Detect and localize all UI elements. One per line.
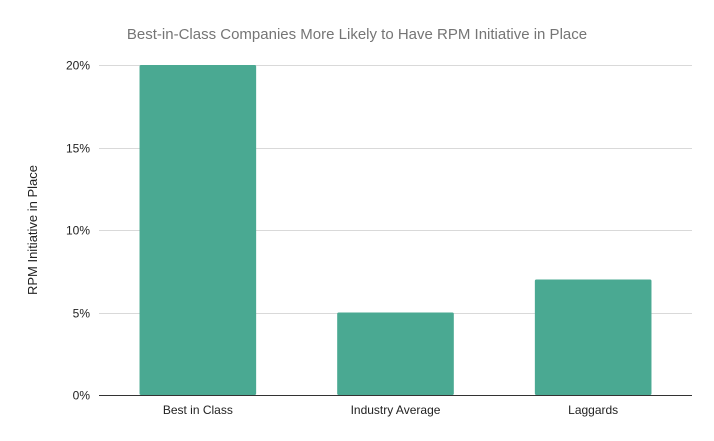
x-tick-label: Best in Class (163, 403, 233, 417)
bar (337, 312, 454, 395)
bar (139, 65, 257, 395)
x-axis-ticks: Best in Class Industry Average Laggards (163, 403, 618, 417)
y-tick-label: 5% (73, 307, 91, 321)
y-tick-label: 20% (66, 59, 90, 73)
x-tick-label: Laggards (568, 403, 618, 417)
y-tick-label: 15% (66, 142, 90, 156)
bars (139, 65, 652, 395)
y-axis-title: RPM Initiative in Place (25, 165, 40, 295)
x-tick-label: Industry Average (351, 403, 441, 417)
y-tick-label: 0% (73, 389, 91, 403)
bar (534, 279, 652, 395)
y-axis-ticks: 0% 5% 10% 15% 20% (66, 59, 90, 403)
y-tick-label: 10% (66, 224, 90, 238)
chart-title: Best-in-Class Companies More Likely to H… (127, 26, 587, 43)
